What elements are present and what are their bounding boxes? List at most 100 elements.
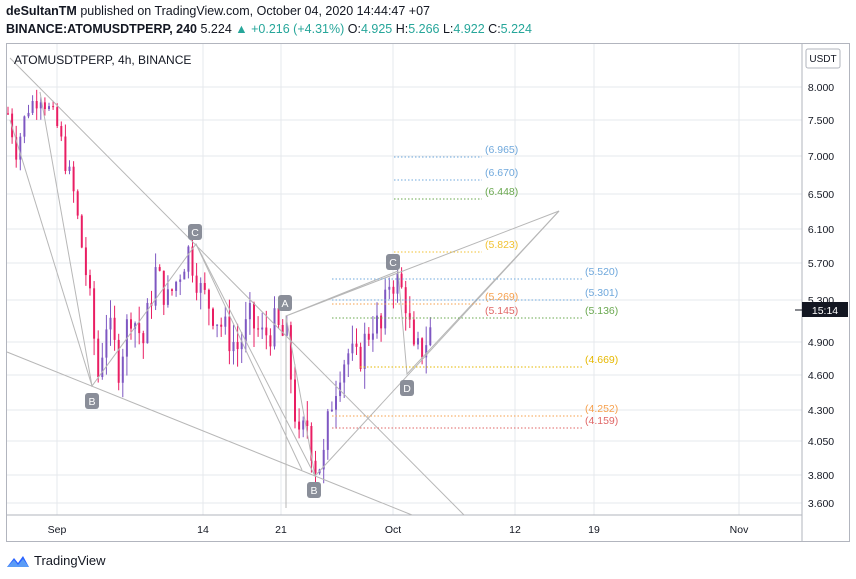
price-tick-label: 6.500 xyxy=(808,189,834,201)
tradingview-branding[interactable]: TradingView xyxy=(6,553,106,568)
candle-body xyxy=(191,246,194,276)
publisher-name[interactable]: deSultanTM xyxy=(6,4,77,18)
close-label: C: xyxy=(488,22,501,36)
symbol-info-bar: BINANCE:ATOMUSDTPERP, 240 5.224 ▲ +0.216… xyxy=(6,22,532,36)
high-label: H: xyxy=(395,22,409,36)
candle-body xyxy=(97,338,100,378)
price-tick-label: 3.800 xyxy=(808,470,834,482)
price-tick-label: 4.300 xyxy=(808,405,834,417)
time-tick-label: 21 xyxy=(275,524,287,536)
candle-body xyxy=(289,325,292,380)
fib-level-label: (4.252) xyxy=(585,403,618,415)
wave-label-badge xyxy=(85,393,99,409)
price-tick-label: 4.050 xyxy=(808,436,834,448)
chart-title: ATOMUSDTPERP, 4h, BINANCE xyxy=(14,53,191,67)
candle-body xyxy=(39,102,42,109)
wave-c-leg[interactable] xyxy=(195,243,303,471)
candle-body xyxy=(228,316,231,352)
candle-body xyxy=(294,379,296,422)
candle-body xyxy=(31,101,34,113)
candle-body xyxy=(158,267,161,271)
candle-body xyxy=(220,324,223,327)
candle-body xyxy=(23,116,26,137)
candle-body xyxy=(19,136,22,160)
candle-body xyxy=(351,343,354,354)
price-tick-label: 8.000 xyxy=(808,82,834,94)
candle-body xyxy=(195,275,198,293)
candle-body xyxy=(314,460,317,474)
candle-body xyxy=(384,289,387,329)
candle-body xyxy=(326,411,329,450)
candle-body xyxy=(179,279,182,282)
candle-body xyxy=(183,271,186,280)
time-tick-label: 14 xyxy=(197,524,209,536)
candle-body xyxy=(273,308,276,347)
price-tick-label: 7.500 xyxy=(808,115,834,127)
candle-body xyxy=(109,317,112,330)
candle-body xyxy=(68,166,71,171)
candlestick-series xyxy=(7,89,432,487)
candle-body xyxy=(322,449,325,470)
candle-body xyxy=(142,333,145,344)
close-value: 5.224 xyxy=(500,22,532,36)
price-tick-label: 4.600 xyxy=(808,370,834,382)
fib-level-label: (5.136) xyxy=(585,305,618,317)
candle-body xyxy=(400,273,403,288)
candle-body xyxy=(269,335,272,347)
countdown-label: 15:14 xyxy=(812,305,838,317)
candle-body xyxy=(298,421,301,430)
candle-body xyxy=(359,346,362,369)
candle-body xyxy=(171,289,173,291)
candle-body xyxy=(421,338,424,358)
trendline-lower[interactable] xyxy=(6,351,413,516)
candle-body xyxy=(52,106,55,108)
time-axis-labels: Sep 14 21 Oct 12 19 Nov xyxy=(48,524,749,536)
candle-body xyxy=(240,341,243,350)
candle-body xyxy=(412,319,415,345)
price-tick-label: 4.900 xyxy=(808,337,834,349)
last-price: 5.224 xyxy=(200,22,232,36)
chart-area[interactable] xyxy=(6,43,850,542)
candle-body xyxy=(89,275,91,289)
currency-badge[interactable] xyxy=(805,48,841,69)
elliott-wave-drawings[interactable] xyxy=(6,57,560,516)
candle-body xyxy=(15,137,18,160)
time-tick-label: 19 xyxy=(588,524,600,536)
candle-body xyxy=(187,246,190,272)
wave-label-text: D xyxy=(403,383,411,395)
wedge-lower[interactable] xyxy=(314,210,560,477)
candle-body xyxy=(236,342,239,350)
candle-body xyxy=(117,339,120,383)
candle-body xyxy=(76,191,79,216)
candle-body xyxy=(216,324,219,326)
fib-level-label: (4.669) xyxy=(585,354,618,366)
wave-left[interactable] xyxy=(9,119,93,387)
price-change: +0.216 (+4.31%) xyxy=(251,22,345,36)
candle-body xyxy=(248,302,251,320)
publish-text: published on TradingView.com, October 04… xyxy=(80,4,430,18)
wave-label-badge xyxy=(188,224,202,240)
candle-body xyxy=(175,281,178,291)
candle-body xyxy=(392,286,395,294)
fibonacci-levels[interactable]: (6.965) (6.670) (6.448) (5.823) (5.520) (5.26… xyxy=(332,144,618,429)
candle-body xyxy=(43,102,46,110)
candle-body xyxy=(93,288,96,339)
candle-body xyxy=(212,308,214,326)
candle-body xyxy=(425,345,428,358)
candle-body xyxy=(257,328,260,330)
candle-body xyxy=(339,382,342,397)
candle-body xyxy=(35,101,38,109)
tradingview-logo-icon xyxy=(7,555,29,567)
fib-level-label: (4.159) xyxy=(585,415,618,427)
candle-body xyxy=(310,425,313,461)
symbol-name[interactable]: BINANCE:ATOMUSDTPERP, 240 xyxy=(6,22,198,36)
up-arrow-icon: ▲ xyxy=(235,22,248,36)
time-tick-label: Nov xyxy=(730,524,749,536)
candle-body xyxy=(367,333,370,340)
candle-body xyxy=(224,316,227,327)
candle-body xyxy=(261,327,264,330)
wave-label-badge xyxy=(307,482,321,498)
trendline-upper[interactable] xyxy=(9,57,465,516)
candle-body xyxy=(253,302,255,329)
